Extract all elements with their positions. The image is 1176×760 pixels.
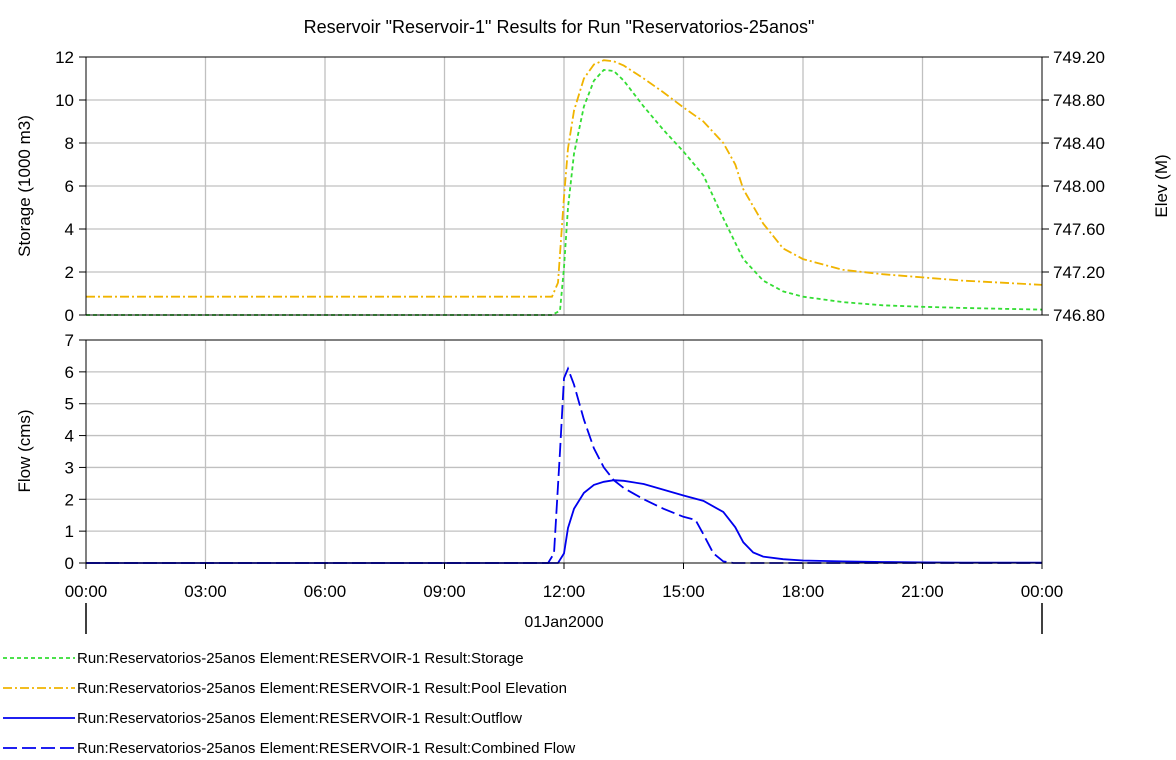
y2-tick-label: 746.80 bbox=[1053, 306, 1105, 325]
y-tick-label: 4 bbox=[65, 220, 74, 239]
top-gridlines bbox=[86, 57, 1042, 315]
series-line bbox=[86, 366, 1042, 564]
date-axis-label: 01Jan2000 bbox=[524, 614, 603, 631]
y-tick-label: 12 bbox=[55, 48, 74, 67]
y-tick-label: 1 bbox=[65, 522, 74, 541]
y-tick-label: 2 bbox=[65, 263, 74, 282]
legend-label: Run:Reservatorios-25anos Element:RESERVO… bbox=[77, 740, 575, 757]
y-tick-label: 3 bbox=[65, 458, 74, 477]
x-tick-label: 03:00 bbox=[184, 582, 227, 601]
y2-tick-label: 748.40 bbox=[1053, 134, 1105, 153]
y-tick-label: 7 bbox=[65, 331, 74, 350]
storage-axis-ticks: 0 2 4 6 8 10 12 bbox=[55, 48, 86, 325]
chart-title: Reservoir "Reservoir-1" Results for Run … bbox=[304, 17, 815, 37]
y-tick-label: 6 bbox=[65, 363, 74, 382]
series-line bbox=[86, 59, 1043, 298]
x-tick-label: 00:00 bbox=[1021, 582, 1064, 601]
legend-label: Run:Reservatorios-25anos Element:RESERVO… bbox=[77, 650, 524, 667]
y-tick-label: 4 bbox=[65, 427, 74, 446]
flow-axis-label: Flow (cms) bbox=[15, 409, 34, 492]
y-tick-label: 8 bbox=[65, 134, 74, 153]
y-tick-label: 10 bbox=[55, 91, 74, 110]
y2-tick-label: 748.80 bbox=[1053, 91, 1105, 110]
storage-axis-label: Storage (1000 m3) bbox=[15, 115, 34, 257]
y2-tick-label: 747.60 bbox=[1053, 220, 1105, 239]
legend-label: Run:Reservatorios-25anos Element:RESERVO… bbox=[77, 710, 522, 727]
y-tick-label: 2 bbox=[65, 490, 74, 509]
y2-tick-label: 747.20 bbox=[1053, 263, 1105, 282]
time-axis-ticks: 00:00 03:00 06:00 09:00 12:00 15:00 18:00 21:00… bbox=[65, 563, 1064, 601]
top-series bbox=[86, 59, 1043, 316]
storage-elevation-panel: 0 2 4 6 8 10 12 746.80 747.20 747.60 748.00 748.40… bbox=[15, 48, 1171, 325]
elevation-axis-label: Elev (M) bbox=[1152, 154, 1171, 217]
x-tick-label: 00:00 bbox=[65, 582, 108, 601]
x-tick-label: 06:00 bbox=[304, 582, 347, 601]
x-tick-label: 21:00 bbox=[901, 582, 944, 601]
y-tick-label: 0 bbox=[65, 554, 74, 573]
flow-axis-ticks: 0 1 2 3 4 5 6 7 bbox=[65, 331, 86, 573]
y2-tick-label: 748.00 bbox=[1053, 177, 1105, 196]
bottom-series bbox=[86, 366, 1042, 564]
x-tick-label: 15:00 bbox=[662, 582, 705, 601]
bottom-gridlines bbox=[86, 340, 1042, 563]
y-tick-label: 5 bbox=[65, 395, 74, 414]
x-tick-label: 12:00 bbox=[543, 582, 586, 601]
elevation-axis-ticks: 746.80 747.20 747.60 748.00 748.40 748.80 749.… bbox=[1042, 48, 1105, 325]
y-tick-label: 6 bbox=[65, 177, 74, 196]
flow-panel: 0 1 2 3 4 5 6 7 Flow (cms) 00:00 03:00 06:00 09:00… bbox=[15, 331, 1063, 634]
x-tick-label: 09:00 bbox=[423, 582, 466, 601]
series-line bbox=[86, 68, 1043, 316]
series-line bbox=[86, 479, 1042, 564]
x-tick-label: 18:00 bbox=[782, 582, 825, 601]
chart-legend: Run:Reservatorios-25anos Element:RESERVO… bbox=[3, 650, 575, 757]
y2-tick-label: 749.20 bbox=[1053, 48, 1105, 67]
legend-label: Run:Reservatorios-25anos Element:RESERVO… bbox=[77, 680, 567, 697]
y-tick-label: 0 bbox=[65, 306, 74, 325]
